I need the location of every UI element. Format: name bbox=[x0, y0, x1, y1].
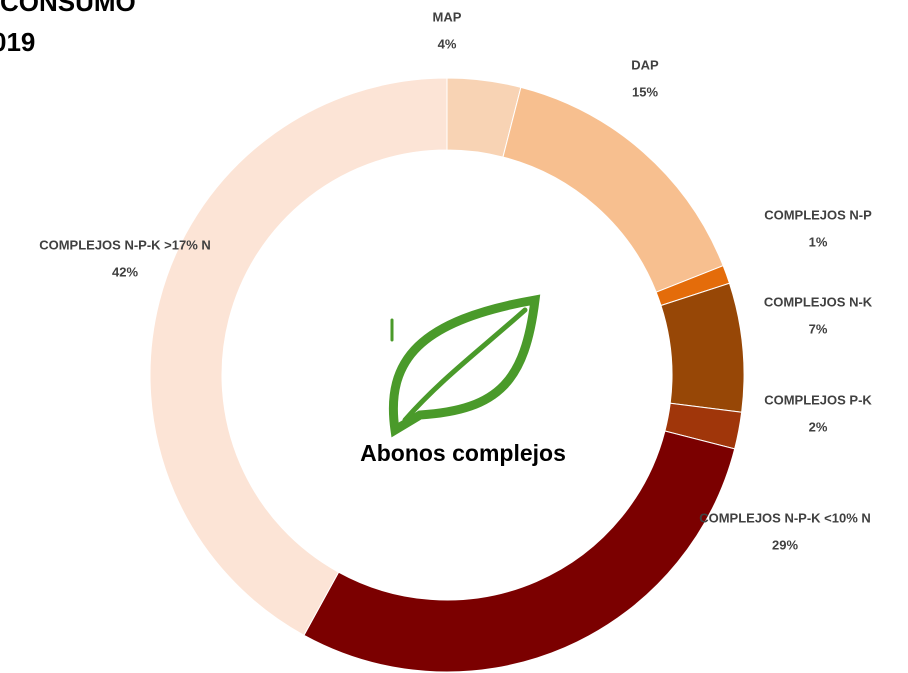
slice-value-label: 7% bbox=[809, 321, 828, 336]
slice-label: COMPLEJOS N-P bbox=[764, 207, 872, 222]
slice-value-label: 4% bbox=[438, 36, 457, 51]
slice-label: DAP bbox=[631, 57, 659, 72]
donut-slice bbox=[502, 86, 724, 293]
chart-title-line: EL CONSUMO bbox=[0, 0, 136, 17]
donut-slice bbox=[303, 430, 736, 673]
slice-label: COMPLEJOS N-P-K >17% N bbox=[39, 237, 211, 252]
slice-label: COMPLEJOS P-K bbox=[764, 392, 872, 407]
slice-value-label: 42% bbox=[112, 264, 138, 279]
slice-label: MAP bbox=[433, 9, 462, 24]
slice-label: COMPLEJOS N-K bbox=[764, 294, 873, 309]
donut-slice bbox=[660, 282, 745, 413]
slice-value-label: 2% bbox=[809, 419, 828, 434]
slice-label: COMPLEJOS N-P-K <10% N bbox=[699, 510, 871, 525]
center-label: Abonos complejos bbox=[360, 440, 566, 466]
chart-title-line: 019 bbox=[0, 27, 35, 57]
slice-value-label: 15% bbox=[632, 84, 658, 99]
slice-value-label: 29% bbox=[772, 537, 798, 552]
slice-value-label: 1% bbox=[809, 234, 828, 249]
leaf-icon bbox=[388, 294, 541, 438]
donut-slice bbox=[149, 77, 448, 636]
